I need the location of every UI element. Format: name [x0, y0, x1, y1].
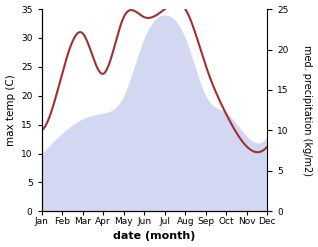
- Y-axis label: med. precipitation (kg/m2): med. precipitation (kg/m2): [302, 45, 313, 176]
- X-axis label: date (month): date (month): [113, 231, 196, 242]
- Y-axis label: max temp (C): max temp (C): [5, 74, 16, 146]
